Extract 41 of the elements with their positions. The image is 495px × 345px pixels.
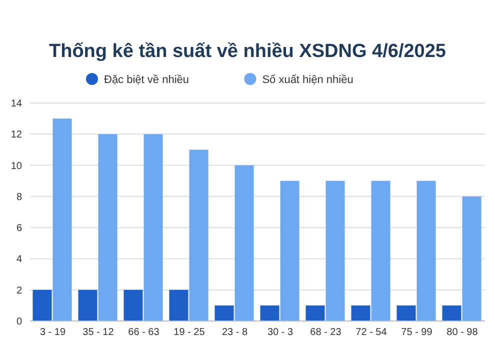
y-tick-label: 4 bbox=[16, 254, 22, 266]
bar bbox=[306, 305, 325, 321]
x-tick-label: 68 - 23 bbox=[310, 327, 342, 338]
x-tick-label: 66 - 63 bbox=[128, 327, 160, 338]
bar bbox=[169, 290, 188, 321]
y-tick-label: 8 bbox=[16, 192, 22, 203]
bar bbox=[260, 305, 280, 321]
bar bbox=[214, 305, 234, 321]
y-tick-label: 0 bbox=[16, 316, 22, 328]
bar bbox=[326, 180, 345, 321]
x-tick-label: 30 - 3 bbox=[267, 327, 294, 338]
bar bbox=[351, 305, 370, 321]
bar bbox=[124, 290, 143, 321]
bar bbox=[416, 180, 436, 321]
legend-label: Số xuất hiện nhiều bbox=[262, 74, 354, 86]
x-tick-label: 72 - 54 bbox=[356, 327, 388, 338]
bar bbox=[371, 180, 390, 321]
bar bbox=[144, 134, 163, 321]
y-tick-label: 14 bbox=[10, 98, 22, 110]
x-tick-label: 75 - 99 bbox=[401, 327, 433, 338]
bar bbox=[442, 305, 462, 321]
bar bbox=[52, 118, 72, 321]
bar bbox=[234, 165, 254, 321]
y-tick-label: 10 bbox=[10, 160, 22, 172]
chart-title: Thống kê tần suất về nhiều XSDNG 4/6/2025 bbox=[48, 41, 446, 62]
bar bbox=[462, 196, 482, 321]
bar bbox=[280, 180, 300, 321]
bar bbox=[396, 305, 416, 321]
bar bbox=[32, 290, 52, 321]
y-tick-label: 2 bbox=[16, 285, 22, 296]
y-tick-label: 12 bbox=[10, 130, 22, 141]
x-tick-label: 80 - 98 bbox=[446, 327, 478, 338]
x-tick-label: 35 - 12 bbox=[82, 327, 114, 338]
legend-label: Đặc biệt về nhiều bbox=[104, 74, 189, 86]
bar bbox=[189, 150, 208, 321]
bar bbox=[98, 134, 118, 321]
bar bbox=[78, 290, 98, 321]
x-tick-label: 23 - 8 bbox=[222, 327, 248, 338]
x-tick-label: 19 - 25 bbox=[174, 327, 206, 338]
y-tick-label: 6 bbox=[16, 223, 22, 234]
x-tick-label: 3 - 19 bbox=[40, 327, 66, 338]
